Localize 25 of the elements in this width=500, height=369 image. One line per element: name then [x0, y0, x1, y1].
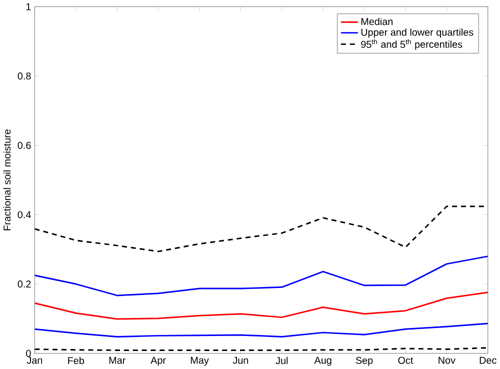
y-tick-label: 0.8 — [18, 72, 31, 80]
line-series — [34, 292, 488, 320]
y-tick-label: 0.4 — [18, 211, 31, 218]
y-tick-label: 1 — [26, 3, 31, 10]
y-tick-label: 0.6 — [18, 142, 31, 149]
x-tick-label: Jan — [26, 356, 42, 364]
y-tick-label: 0.2 — [18, 280, 31, 288]
legend-label: Upper and lower quartiles — [361, 28, 474, 38]
line-series — [34, 322, 488, 338]
x-tick-label: Feb — [68, 356, 84, 364]
x-tick-label: Aug — [314, 356, 332, 366]
x-tick-label: May — [190, 356, 209, 366]
x-tick-label: Jun — [232, 356, 248, 364]
legend-label: 95$^{th}$ and 5$^{th}$ percentiles — [361, 39, 462, 50]
x-tick-label: Oct — [398, 356, 414, 364]
y-tick-label: 0 — [26, 350, 31, 357]
x-tick-label: Jul — [276, 356, 288, 364]
y-axis-title: Fractional soil moisture — [3, 129, 11, 230]
legend-label: Median — [361, 18, 393, 26]
x-tick-label: Mar — [109, 356, 126, 364]
line-series — [34, 255, 488, 296]
x-tick-label: Dec — [480, 356, 496, 364]
x-tick-label: Apr — [150, 356, 166, 366]
x-tick-label: Sep — [356, 356, 373, 366]
x-tick-label: Nov — [438, 356, 456, 364]
